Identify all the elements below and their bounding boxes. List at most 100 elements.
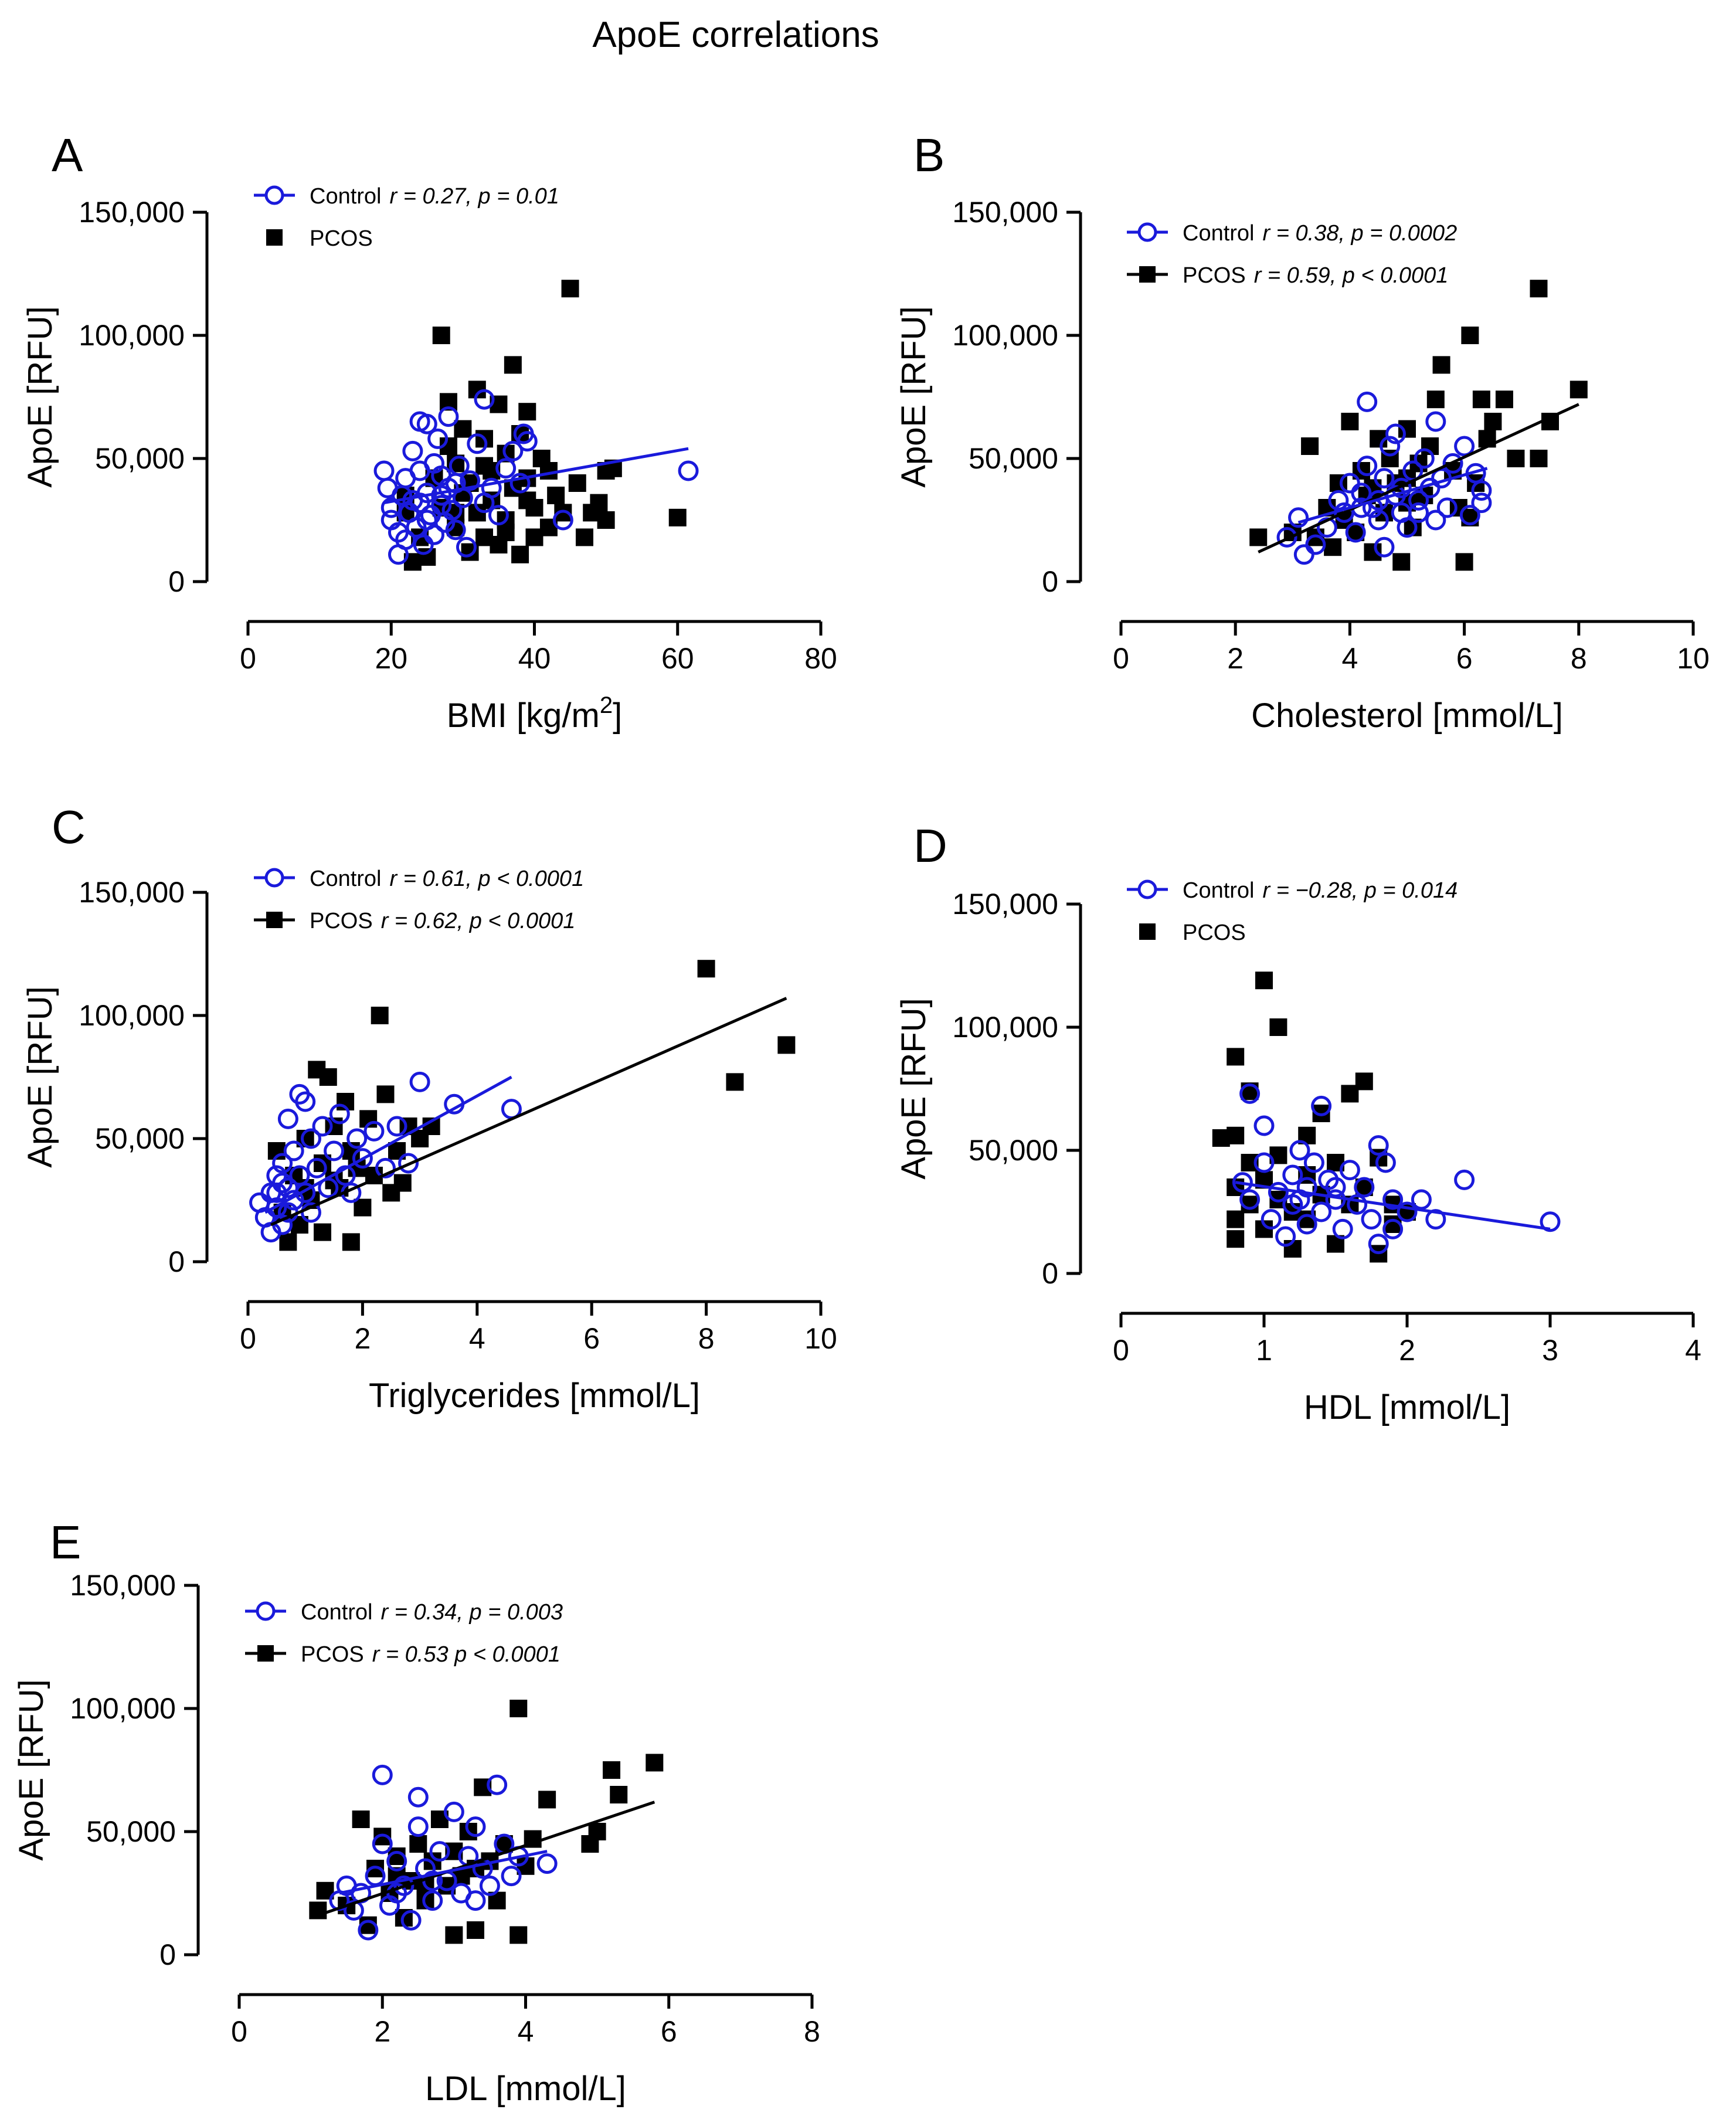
pcos-point (1324, 538, 1342, 556)
pcos-point (1355, 1072, 1373, 1091)
pcos-point (1227, 1048, 1245, 1066)
pcos-point (371, 1007, 389, 1024)
pcos-point (777, 1036, 796, 1054)
panel-a: A 0 50,000 100,000 150,000 ApoE [RFU] 0 20 40 60 8… (21, 129, 837, 735)
control-point (1289, 1140, 1310, 1161)
control-point (465, 1890, 486, 1911)
pcos-point (314, 1223, 332, 1241)
y-axis-label: ApoE [RFU] (21, 306, 59, 487)
control-point (1454, 1169, 1475, 1190)
pcos-point (547, 487, 565, 504)
pcos-point (726, 1073, 744, 1091)
pcos-point (597, 511, 615, 529)
x-axis-label-tail: ] (613, 697, 622, 735)
pcos-point (539, 462, 558, 480)
control-point (1408, 502, 1429, 523)
y-axis-label: ApoE [RFU] (12, 1679, 50, 1860)
y-tick-label: 150,000 (952, 196, 1058, 229)
control-point (1374, 468, 1395, 489)
pcos-point (1398, 420, 1416, 438)
control-point (1391, 477, 1412, 498)
legend-stats: r = −0.28, p = 0.014 (1263, 878, 1458, 903)
control-point (343, 1900, 364, 1921)
y-tick-label: 150,000 (79, 196, 185, 229)
control-point (438, 406, 459, 427)
panel-c: C 0 50,000 100,000 150,000 ApoE [RFU] 0 2 4 6 8 10 T… (21, 801, 837, 1415)
control-point (312, 1116, 333, 1137)
control-point (1436, 497, 1458, 518)
panel-label: C (52, 801, 86, 853)
y-tick-label: 100,000 (79, 319, 185, 352)
pcos-point (1426, 390, 1445, 409)
x-tick-label: 0 (1113, 642, 1129, 675)
x-tick-label: 8 (804, 2015, 820, 2048)
pcos-point (1530, 450, 1548, 467)
x-tick-label: 1 (1256, 1334, 1272, 1367)
legend-pcos-marker (1139, 266, 1156, 283)
pcos-point (409, 1835, 427, 1853)
y-tick-label: 0 (159, 1938, 176, 1971)
control-point (536, 1853, 558, 1874)
control-point (272, 1173, 293, 1194)
pcos-point (1364, 543, 1382, 561)
x-tick-label: 20 (375, 642, 407, 675)
control-point (487, 1774, 508, 1795)
pcos-point (432, 327, 450, 344)
x-axis-label: Triglycerides [mmol/L] (369, 1377, 700, 1415)
pcos-point (319, 1068, 337, 1086)
pcos-point (1227, 1126, 1245, 1144)
y-axis-label: ApoE [RFU] (21, 986, 59, 1167)
control-point (400, 1910, 422, 1931)
y-tick-label: 0 (1042, 565, 1058, 598)
control-point (1357, 456, 1378, 477)
x-tick-label: 2 (1399, 1334, 1415, 1367)
panel-label: B (913, 129, 945, 181)
pcos-point (1495, 390, 1513, 409)
figure-title: ApoE correlations (592, 15, 879, 55)
pcos-fit-line (270, 997, 787, 1227)
control-point (295, 1091, 316, 1112)
x-axis-label-main: Cholesterol [mmol/L] (1251, 697, 1563, 735)
pcos-point (1392, 553, 1411, 571)
control-point (1275, 1226, 1296, 1247)
control-point (495, 458, 517, 479)
control-point (407, 1786, 429, 1808)
control-point (1411, 1189, 1432, 1210)
legend-control-marker (1137, 879, 1157, 899)
y-axis-label: ApoE [RFU] (895, 998, 933, 1179)
pcos-point (1255, 972, 1273, 990)
x-axis-label: BMI [kg/m2] (447, 692, 622, 735)
pcos-point (588, 1823, 606, 1840)
legend-stats: r = 0.59, p < 0.0001 (1254, 263, 1449, 288)
control-point (373, 460, 395, 481)
control-point (460, 470, 481, 491)
x-tick-label: 8 (1571, 642, 1587, 675)
x-tick-label: 4 (1341, 642, 1358, 675)
legend-entry: PCOS r = 0.53 p < 0.0001 (301, 1642, 560, 1667)
x-tick-label: 3 (1542, 1334, 1558, 1367)
pcos-point (697, 960, 715, 978)
legend-entry: Control r = 0.38, p = 0.0002 (1183, 221, 1457, 246)
x-tick-label: 6 (1456, 642, 1473, 675)
y-tick-label: 150,000 (952, 888, 1058, 920)
control-point (386, 1116, 407, 1137)
control-point (1311, 1201, 1332, 1222)
control-point (386, 1850, 407, 1871)
control-point (352, 1148, 373, 1169)
control-point (1540, 1211, 1561, 1232)
control-point (1268, 1181, 1289, 1203)
x-axis-label-main: LDL [mmol/L] (425, 2070, 626, 2108)
control-point (456, 536, 477, 558)
control-point (1311, 1095, 1332, 1116)
x-tick-label: 4 (1685, 1334, 1701, 1367)
pcos-point (467, 1921, 485, 1939)
control-point (479, 1875, 500, 1896)
control-point (1261, 1209, 1282, 1230)
x-tick-label: 4 (518, 2015, 534, 2048)
control-fit-line (383, 447, 689, 505)
control-point (422, 1890, 443, 1911)
control-point (1368, 509, 1389, 531)
control-point (329, 1103, 350, 1125)
control-point (306, 1157, 327, 1178)
control-point (678, 460, 699, 481)
